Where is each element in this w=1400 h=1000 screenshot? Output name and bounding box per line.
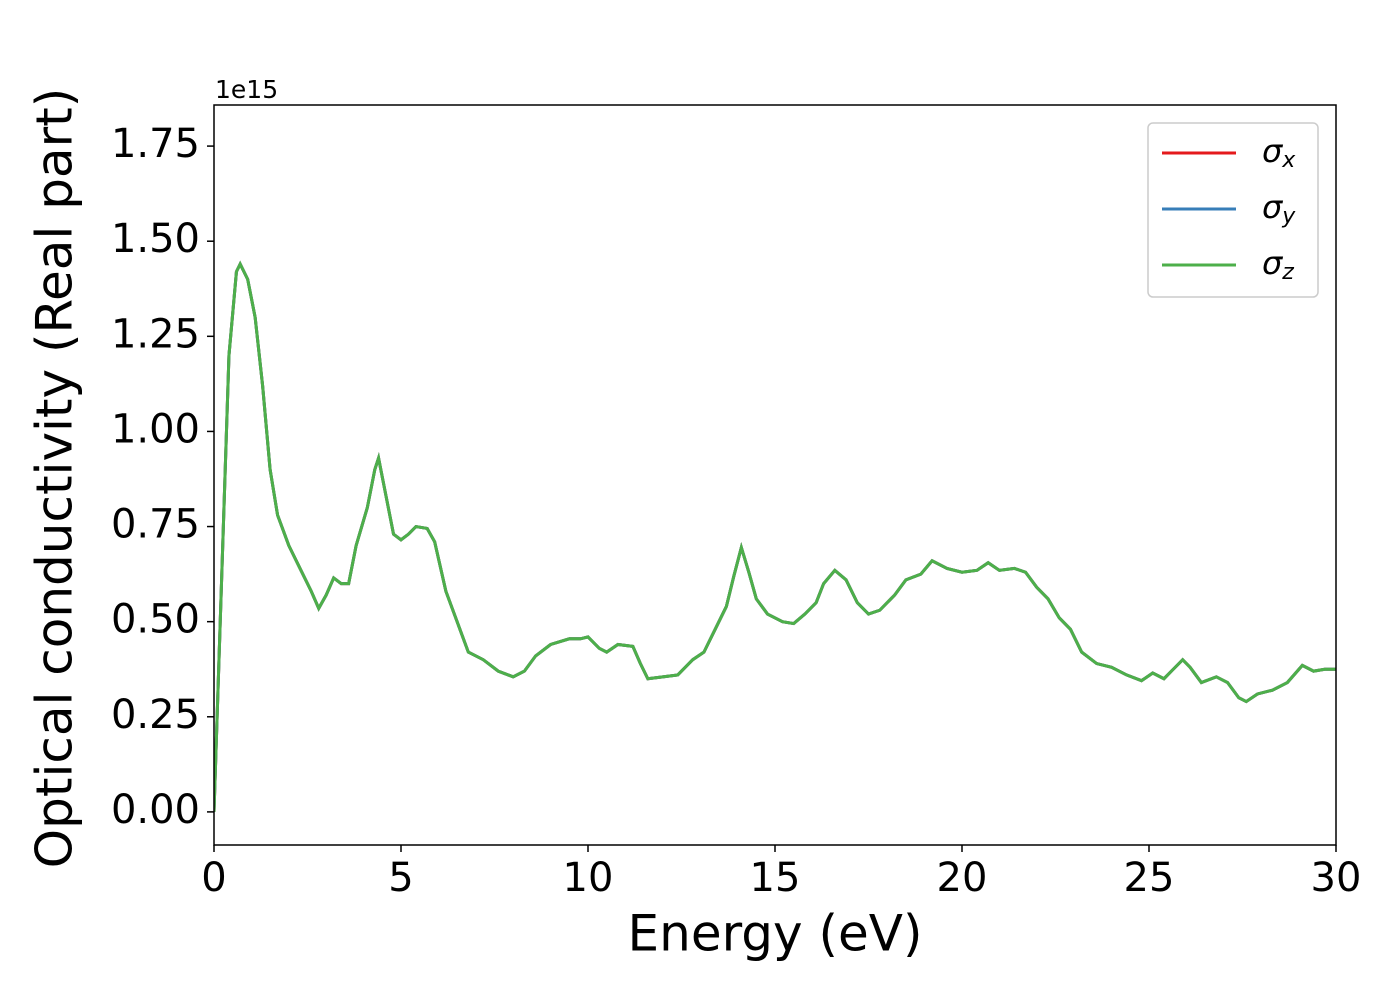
x-tick-label: 10 xyxy=(563,855,614,901)
plot-frame xyxy=(213,104,1337,846)
x-tick-label: 25 xyxy=(1124,855,1175,901)
x-tick-label: 15 xyxy=(750,855,801,901)
y-tick-label: 1.75 xyxy=(111,121,200,167)
y-tick-label: 0.25 xyxy=(111,692,200,738)
x-tick-label: 20 xyxy=(937,855,988,901)
y-axis-label: Optical conductivity (Real part) xyxy=(26,88,84,869)
y-tick-label: 0.75 xyxy=(111,502,200,548)
legend-label: σx xyxy=(1262,132,1296,173)
y-tick-label: 0.50 xyxy=(111,597,200,643)
legend-label: σz xyxy=(1262,244,1294,285)
line xyxy=(214,260,1336,812)
line xyxy=(214,260,1336,812)
x-tick-label: 0 xyxy=(201,855,226,901)
x-tick-label: 5 xyxy=(388,855,413,901)
x-tick-label: 30 xyxy=(1311,855,1362,901)
y-tick-label: 1.00 xyxy=(111,406,200,452)
line xyxy=(214,260,1336,812)
legend-label: σy xyxy=(1262,188,1296,229)
x-axis-label: Energy (eV) xyxy=(628,905,923,963)
y-tick-label: 1.25 xyxy=(111,311,200,357)
y-tick-label: 0.00 xyxy=(111,787,200,833)
y-offset-label: 1e15 xyxy=(215,75,278,104)
y-tick-label: 1.50 xyxy=(111,216,200,262)
